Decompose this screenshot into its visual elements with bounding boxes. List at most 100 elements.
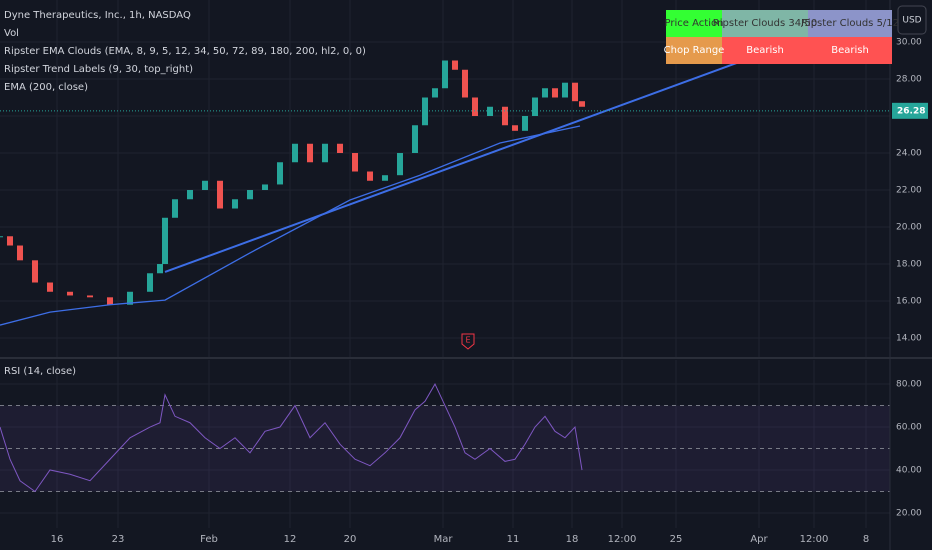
- x-tick-label: 11: [507, 534, 520, 545]
- grid: [0, 0, 890, 528]
- candle: [522, 116, 528, 131]
- series-line: [0, 382, 583, 493]
- indicator: Vol: [4, 28, 19, 39]
- symbol: Dyne Therapeutics, Inc., 1h, NASDAQ: [4, 10, 191, 21]
- table-text: Chop Range: [664, 45, 725, 56]
- candle: [147, 273, 153, 292]
- candle: [307, 143, 313, 163]
- candle: [562, 82, 568, 98]
- candle: [542, 88, 548, 98]
- x-tick-label: 20: [344, 534, 357, 545]
- indicator: Ripster EMA Clouds (EMA, 8, 9, 5, 12, 34…: [4, 46, 366, 57]
- y-tick-label: 60.00: [896, 423, 922, 433]
- y-tick-label: 20.00: [896, 508, 922, 518]
- rsi-title: RSI (14, close): [4, 366, 76, 377]
- candle: [382, 175, 388, 181]
- y-tick-label: 28.00: [896, 75, 922, 85]
- table-text: Ripster Clouds 5/12: [801, 18, 899, 29]
- table-cell: [722, 10, 808, 37]
- currency-button[interactable]: [897, 5, 927, 35]
- y-tick-label: 22.00: [896, 186, 922, 196]
- candle: [0, 236, 3, 238]
- y-tick-label: 16.00: [896, 297, 922, 307]
- candle: [572, 82, 578, 102]
- x-tick-label: 12:00: [800, 534, 829, 545]
- candle: [412, 125, 418, 154]
- candle: [367, 171, 373, 181]
- table-cell: [808, 37, 892, 64]
- currency[interactable]: USD: [902, 16, 921, 26]
- y-tick-label: 30.00: [896, 37, 922, 47]
- candle: [47, 282, 53, 292]
- candle: [277, 162, 283, 185]
- candle: [217, 180, 223, 209]
- candle: [32, 260, 38, 283]
- candle: [397, 153, 403, 176]
- x-tick-label: 8: [863, 534, 869, 545]
- table-cell: [722, 37, 808, 64]
- y-tick-label: 24.00: [896, 149, 922, 159]
- candle: [202, 180, 208, 191]
- earnings-icon[interactable]: [461, 333, 475, 350]
- x-tick-label: 25: [670, 534, 683, 545]
- series-line: [164, 59, 746, 273]
- candle: [292, 143, 298, 163]
- candle: [322, 143, 328, 163]
- x-tick-label: 18: [566, 534, 579, 545]
- rsi-band: [0, 405, 890, 492]
- x-tick-label: Feb: [200, 534, 218, 545]
- candle: [162, 217, 168, 265]
- candle: [502, 106, 508, 126]
- earnings-label[interactable]: E: [465, 336, 470, 345]
- candle: [487, 106, 493, 117]
- candle: [232, 199, 238, 209]
- x-tick-label: 12:00: [608, 534, 637, 545]
- candle: [107, 297, 113, 305]
- candle: [442, 60, 448, 89]
- candle: [172, 199, 178, 218]
- candle: [452, 60, 458, 70]
- x-tick-label: 16: [51, 534, 64, 545]
- candle: [247, 190, 253, 200]
- candle: [17, 245, 23, 261]
- y-tick-label: 40.00: [896, 465, 922, 475]
- x-tick-label: Mar: [434, 534, 454, 545]
- y-tick-label: 14.00: [896, 334, 922, 344]
- candle: [432, 88, 438, 98]
- candle: [462, 69, 468, 98]
- candle: [532, 97, 538, 117]
- candle: [87, 295, 93, 298]
- table-text: Price Action: [665, 18, 724, 29]
- price-tag-label: 26.28: [897, 106, 925, 116]
- candle: [67, 291, 73, 296]
- series-line: [0, 125, 581, 326]
- table-text: Ripster Clouds 34/50: [713, 18, 817, 29]
- candle: [472, 97, 478, 117]
- candle: [187, 190, 193, 200]
- x-tick-label: 12: [284, 534, 297, 545]
- x-tick-label: Apr: [750, 534, 768, 545]
- table-cell: [666, 37, 722, 64]
- candle: [552, 88, 558, 98]
- candle: [579, 101, 585, 107]
- indicator: Ripster Trend Labels (9, 30, top_right): [4, 64, 193, 75]
- table-cell: [666, 10, 722, 37]
- candle: [7, 236, 13, 246]
- candle: [512, 125, 518, 131]
- y-tick-label: 18.00: [896, 260, 922, 270]
- x-tick-label: 23: [112, 534, 125, 545]
- candle: [337, 143, 343, 154]
- price-tag: [892, 102, 928, 119]
- table-text: Bearish: [831, 45, 869, 56]
- indicator: EMA (200, close): [4, 82, 88, 93]
- candle: [352, 153, 358, 172]
- candle: [262, 184, 268, 191]
- marks: [0, 59, 890, 493]
- candle: [157, 264, 163, 274]
- y-tick-label: 80.00: [896, 380, 922, 390]
- candle: [127, 291, 133, 305]
- trend-table: Price Action Ripster Clouds 34/50 Ripste…: [664, 10, 899, 64]
- candle: [422, 97, 428, 126]
- table-cell: [808, 10, 892, 37]
